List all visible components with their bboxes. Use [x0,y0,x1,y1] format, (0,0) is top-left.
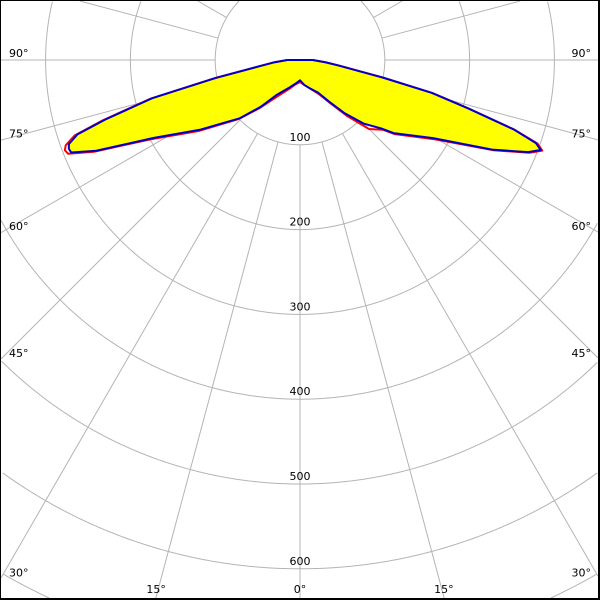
data-point [368,128,370,130]
data-point [239,117,241,119]
plot-area [63,59,544,155]
angle-label-right: 45° [572,347,592,360]
radial-tick-label: 200 [290,216,311,229]
data-point [275,94,277,96]
data-point [527,151,529,153]
data-point [68,143,70,145]
data-point [324,61,326,63]
grid-radial-line-240 [197,1,227,19]
grid-radial-line-105 [381,1,521,39]
data-point [299,79,301,81]
data-point [541,149,543,152]
radial-tick-label: 600 [290,555,311,568]
data-point [309,88,312,90]
data-point [432,137,434,139]
data-point [540,149,542,151]
data-point [260,106,262,108]
data-point [381,128,383,130]
data-point [295,82,297,84]
grid-radial-line-330 [1,133,259,579]
data-point [64,149,66,151]
data-point [312,59,314,61]
data-point [337,64,339,66]
data-point [76,133,78,136]
data-point [67,153,69,155]
grid-radial-line-315 [1,119,241,360]
series-curve-1 [67,59,542,154]
data-point [289,86,291,88]
radial-tick-label: 500 [290,470,311,483]
data-point [362,122,365,125]
data-point [274,61,276,63]
grid-circle-600 [2,472,598,570]
data-point [200,128,202,131]
data-point [392,132,395,134]
angle-label-bottom: 15° [146,583,166,596]
angle-label-bottom: 0° [294,583,307,596]
angle-label-left: 45° [9,347,29,360]
data-point [68,148,70,150]
data-point [491,148,493,151]
data-point [382,77,384,79]
angle-label-bottom: 15° [434,583,454,596]
data-point [263,64,265,66]
angle-label-left: 30° [9,567,29,580]
data-point [95,150,97,152]
data-point [152,137,154,139]
data-point [344,112,346,114]
labels: 100 200 300 400 500 600 90° 90° 75° 75° 60° 60° 45° 4… [9,47,591,596]
grid-circle-300 [45,1,555,315]
grid-radial-line-120 [373,1,403,19]
data-point [466,107,468,109]
grid-radial-line-30 [341,133,598,577]
grid-radial-line-45 [359,119,598,359]
grid-circle-700 [2,573,598,598]
radial-tick-label: 400 [290,385,311,398]
data-point [65,144,67,146]
angle-label-right: 75° [572,127,592,140]
angle-label-left: 75° [9,127,29,140]
data-point [215,77,217,79]
grid-radial-line-255 [79,1,219,39]
data-point [104,118,106,121]
angle-label-right: 90° [572,47,592,60]
data-point [328,101,330,103]
data-point [70,151,72,154]
data-point [513,128,515,131]
data-point [286,59,288,61]
data-point [535,142,537,144]
grid-radial-line-345 [155,141,279,598]
angle-label-left: 90° [9,47,29,60]
data-point [303,84,306,86]
data-point [151,97,153,99]
grid-circle-500 [1,360,598,485]
grid-circle-400 [1,220,598,400]
data-point [431,92,433,94]
radial-tick-label: 100 [290,131,311,144]
angle-label-right: 30° [572,567,592,580]
angle-label-right: 60° [572,220,592,233]
data-point [317,92,319,94]
angle-label-left: 60° [9,220,29,233]
radial-tick-label: 300 [290,300,311,313]
grid-radial-line-15 [321,141,445,598]
grid-circle-200 [129,1,471,231]
intensity-fill [68,60,541,153]
